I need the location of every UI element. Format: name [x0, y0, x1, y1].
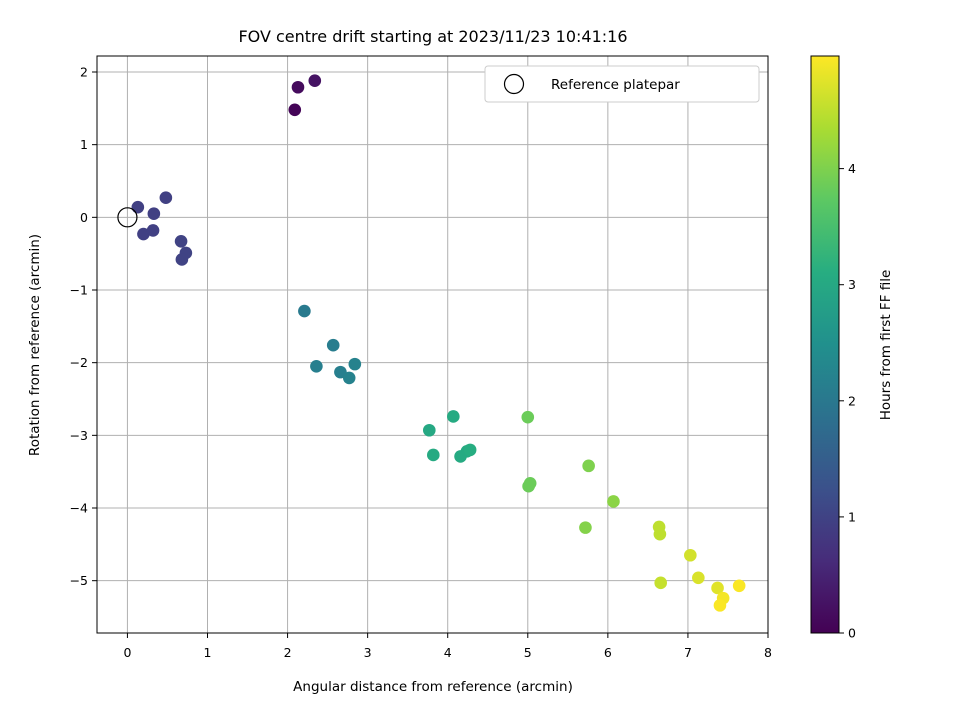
- scatter-point: [298, 304, 311, 318]
- y-tick-label: −3: [70, 428, 88, 443]
- scatter-points: [131, 74, 746, 612]
- x-axis-ticks: 0 1 2 3 4 5 6 7 8: [123, 633, 772, 660]
- scatter-point: [711, 581, 724, 595]
- legend-box: [484, 65, 760, 103]
- scatter-point: [713, 599, 727, 612]
- y-tick-label: 1: [80, 137, 88, 152]
- scatter-point: [463, 443, 477, 457]
- scatter-point: [131, 200, 145, 214]
- scatter-point: [732, 579, 746, 593]
- scatter-point: [427, 448, 440, 462]
- x-tick-label: 8: [764, 645, 772, 660]
- x-axis-label: Angular distance from reference (arcmin): [293, 679, 573, 695]
- colorbar-tick-label: 4: [848, 161, 856, 176]
- scatter-point: [137, 227, 150, 241]
- colorbar-label: Hours from first FF file: [878, 270, 894, 421]
- scatter-point: [174, 235, 188, 248]
- x-tick-label: 1: [204, 645, 212, 660]
- y-tick-label: 0: [80, 210, 88, 225]
- scatter-point: [288, 103, 302, 117]
- scatter-point: [447, 410, 460, 423]
- scatter-point: [607, 495, 620, 508]
- chart-title: FOV centre drift starting at 2023/11/23 …: [238, 27, 627, 46]
- scatter-point: [146, 224, 160, 237]
- x-tick-label: 0: [123, 645, 131, 660]
- scatter-point: [684, 548, 697, 562]
- scatter-point: [582, 459, 595, 473]
- colorbar-tick-label: 0: [848, 626, 856, 641]
- scatter-point: [310, 360, 323, 373]
- x-tick-label: 5: [524, 645, 532, 660]
- scatter-point: [692, 571, 705, 585]
- colorbar-tick-label: 3: [848, 277, 856, 292]
- scatter-point: [291, 80, 305, 94]
- x-tick-label: 4: [444, 645, 452, 660]
- reference-platepar-marker: [117, 207, 138, 228]
- y-axis-ticks: −5 −4 −3 −2 −1 0 1 2: [70, 64, 97, 588]
- grid-lines: [97, 56, 769, 633]
- x-tick-label: 2: [284, 645, 292, 660]
- scatter-point: [326, 338, 340, 352]
- scatter-point: [654, 576, 668, 590]
- scatter-point: [342, 371, 356, 385]
- plot-frame: [96, 55, 769, 634]
- x-tick-label: 3: [364, 645, 372, 660]
- y-tick-label: −2: [70, 355, 88, 370]
- colorbar-ticks: 0 1 2 3 4: [839, 161, 856, 641]
- x-tick-label: 6: [604, 645, 612, 660]
- scatter-point: [308, 74, 322, 88]
- colorbar-tick-label: 1: [848, 509, 856, 524]
- colorbar-gradient: [810, 55, 840, 634]
- y-axis-label: Rotation from reference (arcmin): [27, 234, 43, 456]
- y-tick-label: −5: [70, 573, 88, 588]
- colorbar: 0 1 2 3 4 Hours from first FF file: [810, 55, 894, 641]
- y-tick-label: 2: [80, 64, 88, 79]
- legend-reference-marker: [503, 73, 525, 95]
- colorbar-tick-label: 2: [848, 393, 856, 408]
- scatter-point: [348, 357, 362, 371]
- y-tick-label: −4: [70, 501, 88, 516]
- legend-label-reference: Reference platepar: [551, 77, 680, 93]
- legend: Reference platepar: [484, 65, 760, 103]
- scatter-point: [579, 521, 592, 534]
- scatter-point: [147, 207, 161, 220]
- scatter-point: [523, 476, 537, 490]
- x-tick-label: 7: [684, 645, 692, 660]
- scatter-point: [521, 410, 535, 424]
- scatter-point: [653, 527, 667, 541]
- scatter-point: [159, 191, 173, 205]
- scatter-point: [422, 423, 436, 437]
- scatter-point: [175, 253, 189, 266]
- y-tick-label: −1: [70, 282, 88, 297]
